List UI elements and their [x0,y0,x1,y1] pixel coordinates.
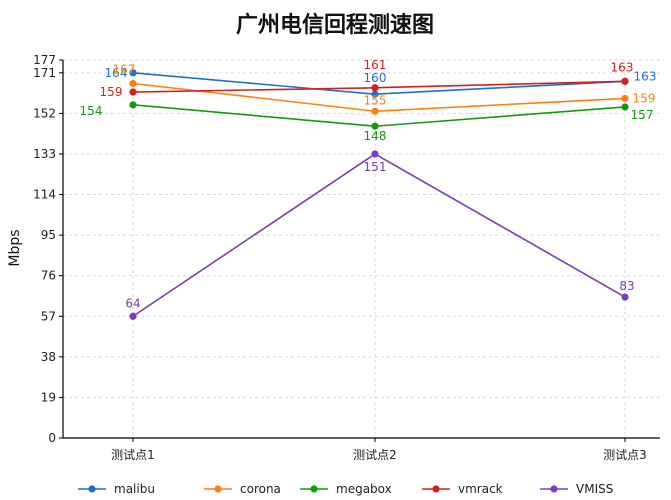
legend-marker [310,485,317,492]
y-axis-label: Mbps [7,229,23,266]
data-point [371,84,378,91]
data-point [371,150,378,157]
data-label: 64 [125,296,140,310]
legend-label: malibu [114,482,155,496]
legend-marker [214,485,221,492]
data-label: 155 [364,93,387,107]
series-vmiss [129,150,628,320]
x-tick-label: 测试点3 [603,447,647,462]
y-tick-label: 57 [41,309,56,323]
data-point [129,313,136,320]
x-tick-label: 测试点2 [353,447,397,462]
y-tick-label: 76 [41,269,56,283]
y-tick-label: 95 [41,228,56,242]
legend-item-megabox: megabox [300,482,392,496]
y-tick-label: 133 [33,147,56,161]
data-label: 159 [100,85,123,99]
data-label: 148 [364,129,387,143]
legend-label: VMISS [576,482,613,496]
legend-item-vmiss: VMISS [540,482,613,496]
legend: malibu corona megabox vmrack VMISS [78,482,613,496]
data-point [129,101,136,108]
data-point [621,78,628,85]
data-point [371,108,378,115]
y-tick-label: 177 [33,53,56,67]
data-label: 151 [364,160,387,174]
y-tick-label: 114 [33,188,56,202]
data-point [621,293,628,300]
y-tick-label: 19 [41,390,56,404]
y-tick-label: 152 [33,106,56,120]
data-label: 154 [80,104,103,118]
legend-item-corona: corona [204,482,281,496]
chart-title: 广州电信回程测速图 [236,12,434,38]
data-point [621,103,628,110]
y-tick-label: 38 [41,350,56,364]
axes [63,60,660,438]
data-label: 159 [633,91,656,105]
legend-label: vmrack [458,482,503,496]
legend-label: megabox [336,482,392,496]
legend-marker [550,485,557,492]
x-tick-label: 测试点1 [111,447,155,462]
y-tick-label: 171 [33,66,56,80]
legend-label: corona [240,482,281,496]
legend-marker [432,485,439,492]
x-axis-ticks: 测试点1 测试点2 测试点3 [111,438,647,462]
grid [63,60,660,438]
data-label: 161 [364,58,387,72]
data-label: 163 [611,60,634,74]
data-point [621,95,628,102]
series-line [133,105,625,126]
y-tick-label: 0 [48,431,56,445]
data-point [129,80,136,87]
data-label: 167 [113,62,136,76]
data-label: 157 [631,108,654,122]
legend-item-malibu: malibu [78,482,155,496]
data-label: 160 [364,71,387,85]
data-label: 83 [619,279,634,293]
legend-marker [88,485,95,492]
data-label: 163 [634,69,657,83]
data-point [129,88,136,95]
legend-item-vmrack: vmrack [422,482,503,496]
